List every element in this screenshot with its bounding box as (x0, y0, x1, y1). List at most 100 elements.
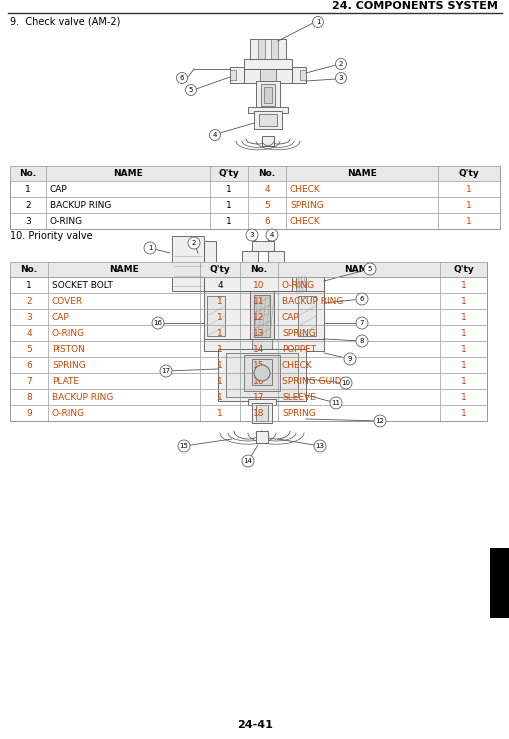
Circle shape (355, 335, 367, 347)
Circle shape (209, 129, 220, 140)
Text: 6: 6 (359, 296, 363, 302)
Bar (292, 67, 305, 83)
Text: SLEEVE: SLEEVE (281, 392, 315, 401)
Text: 3: 3 (249, 232, 254, 238)
Text: 1: 1 (465, 200, 471, 209)
Text: 5: 5 (367, 266, 372, 272)
Text: 1: 1 (225, 200, 232, 209)
Circle shape (188, 237, 200, 249)
Bar (10, 166, 499, 229)
Circle shape (355, 293, 367, 305)
Circle shape (335, 72, 346, 84)
Text: 24. COMPONENTS SYSTEM: 24. COMPONENTS SYSTEM (331, 1, 497, 11)
Text: O-RING: O-RING (52, 409, 85, 418)
Text: BACKUP RING: BACKUP RING (281, 296, 343, 305)
Bar (10, 262, 486, 421)
Text: O-RING: O-RING (52, 329, 85, 338)
Text: 1: 1 (315, 19, 320, 25)
Text: 1: 1 (460, 313, 465, 321)
Text: 14: 14 (253, 344, 264, 353)
Bar (249, 291, 273, 341)
Text: 2: 2 (338, 61, 343, 67)
Text: 17: 17 (161, 368, 170, 374)
Circle shape (144, 242, 156, 254)
Text: No.: No. (20, 265, 38, 274)
Bar (249, 39, 286, 61)
Text: 10: 10 (341, 380, 350, 386)
Text: 15: 15 (253, 361, 264, 370)
Text: 4: 4 (212, 132, 217, 138)
Bar (253, 111, 281, 129)
Text: Q'ty: Q'ty (209, 265, 230, 274)
Text: 12: 12 (253, 313, 264, 321)
Text: 1: 1 (217, 376, 222, 386)
Text: Q'ty: Q'ty (218, 169, 239, 178)
Text: 24-41: 24-41 (237, 720, 272, 730)
Bar (262, 136, 273, 146)
Bar (243, 59, 292, 69)
Text: 3: 3 (26, 313, 32, 321)
Bar (247, 399, 275, 405)
Text: PISTON: PISTON (52, 344, 84, 353)
Bar (243, 355, 279, 391)
Text: O-RING: O-RING (281, 281, 315, 290)
Text: CAP: CAP (50, 185, 68, 194)
Bar (230, 70, 236, 80)
Bar (253, 295, 269, 337)
Circle shape (178, 440, 190, 452)
Circle shape (363, 263, 375, 275)
Circle shape (373, 415, 385, 427)
Text: 2: 2 (191, 240, 196, 246)
Text: 1: 1 (217, 296, 222, 305)
Text: 15: 15 (179, 443, 188, 449)
Text: CAP: CAP (281, 313, 299, 321)
Text: 3: 3 (338, 75, 343, 81)
Text: 10. Priority valve: 10. Priority valve (10, 231, 93, 241)
Bar (256, 405, 267, 421)
Bar (251, 359, 271, 385)
Bar (292, 273, 323, 296)
Bar (225, 353, 297, 397)
Text: 2: 2 (26, 296, 32, 305)
Text: 4: 4 (217, 281, 222, 290)
Bar (10, 166, 499, 181)
Bar (251, 241, 273, 251)
Text: Q'ty: Q'ty (458, 169, 478, 178)
Text: 1: 1 (217, 409, 222, 418)
Text: SPRING: SPRING (281, 409, 315, 418)
Text: NAME: NAME (344, 265, 373, 274)
Circle shape (160, 365, 172, 377)
Text: 5: 5 (26, 344, 32, 353)
Circle shape (253, 365, 269, 381)
Text: 1: 1 (148, 245, 152, 251)
Text: 14: 14 (243, 458, 252, 464)
Bar (261, 84, 274, 106)
Circle shape (312, 16, 323, 27)
Circle shape (314, 440, 325, 452)
Text: SPRING: SPRING (290, 200, 323, 209)
Text: CHECK: CHECK (281, 361, 312, 370)
Bar (258, 39, 265, 61)
Text: 1: 1 (460, 376, 465, 386)
Bar (297, 296, 316, 336)
Bar (259, 114, 276, 126)
Text: 13: 13 (315, 443, 324, 449)
Text: SPRING GUIDE: SPRING GUIDE (281, 376, 347, 386)
Text: O-RING: O-RING (50, 217, 83, 225)
Text: 3: 3 (25, 217, 31, 225)
Bar (256, 81, 279, 109)
Bar (207, 296, 224, 336)
Bar (204, 291, 323, 341)
Text: 9: 9 (26, 409, 32, 418)
Text: 1: 1 (465, 217, 471, 225)
Text: 1: 1 (460, 409, 465, 418)
Circle shape (335, 58, 346, 69)
Bar (251, 339, 271, 353)
Text: No.: No. (258, 169, 275, 178)
Text: BACKUP RING: BACKUP RING (50, 200, 111, 209)
Text: SOCKET BOLT: SOCKET BOLT (52, 281, 112, 290)
Text: 4: 4 (264, 185, 269, 194)
Text: CAP: CAP (52, 313, 70, 321)
Bar (217, 349, 305, 401)
Bar (10, 262, 486, 277)
